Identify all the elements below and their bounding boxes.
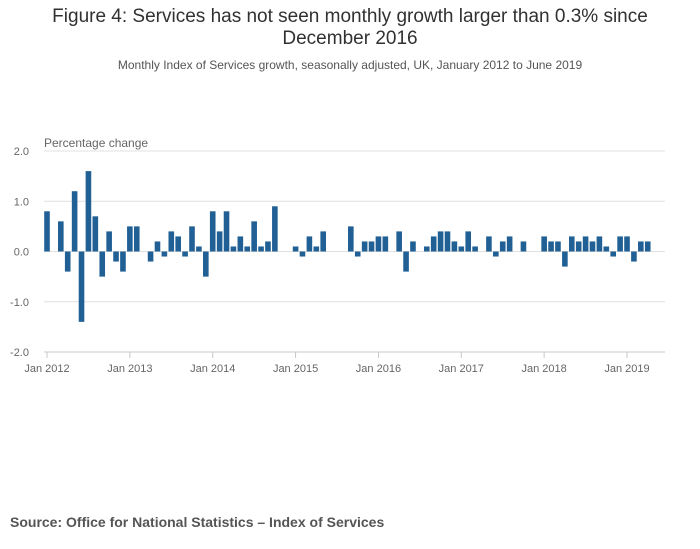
bar: Aug 2012: 0.7 xyxy=(92,216,99,252)
x-tick-label: Jan 2015 xyxy=(273,363,318,375)
chart-title: Figure 4: Services has not seen monthly … xyxy=(52,6,648,49)
bar: Jul 2012: 1.6 xyxy=(85,171,92,252)
bar: Jan 2019: 0.3 xyxy=(624,236,630,252)
bar: Feb 2017: 0.4 xyxy=(465,231,472,252)
bar: Jul 2013: 0.4 xyxy=(168,231,175,252)
x-tick-label: Jan 2019 xyxy=(604,363,649,375)
bar: Apr 2019: 0.2 xyxy=(644,241,651,252)
bar: Feb 2015: -0.1 xyxy=(299,251,306,257)
bar: Jul 2014: 0.6 xyxy=(251,221,257,252)
bar: Dec 2013: -0.5 xyxy=(203,251,209,277)
bar: Jun 2014: 0.1 xyxy=(244,246,251,252)
bar: Apr 2012: -0.4 xyxy=(64,251,71,272)
bar: Nov 2013: 0.1 xyxy=(196,246,202,252)
bar: May 2018: 0.3 xyxy=(568,236,575,252)
bar: Aug 2018: 0.2 xyxy=(589,241,596,252)
bar: Nov 2016: 0.4 xyxy=(444,231,451,252)
bar: Nov 2012: -0.2 xyxy=(113,251,119,262)
bar: Mar 2014: 0.8 xyxy=(223,211,230,252)
bar: Aug 2016: 0.1 xyxy=(423,246,430,252)
bar: Aug 2013: 0.3 xyxy=(175,236,181,252)
bar: Feb 2016: 0.3 xyxy=(382,236,389,252)
bar: Jul 2018: 0.3 xyxy=(582,236,589,252)
bar: Sep 2013: -0.1 xyxy=(182,251,188,257)
bar: Jun 2017: -0.1 xyxy=(493,251,499,257)
bar: May 2014: 0.3 xyxy=(237,236,244,252)
bar: Feb 2013: 0.5 xyxy=(133,226,140,252)
y-tick-label: -2.0 xyxy=(10,347,29,359)
bar: Mar 2019: 0.2 xyxy=(638,241,644,252)
x-tick-label: Jan 2017 xyxy=(439,363,484,375)
bar: Jul 2017: 0.2 xyxy=(499,241,506,252)
y-tick-label: 2.0 xyxy=(14,146,29,158)
bar: May 2013: 0.2 xyxy=(154,241,161,252)
bar: Apr 2018: -0.3 xyxy=(562,251,568,267)
bar: May 2017: 0.3 xyxy=(486,236,492,252)
bar: Apr 2013: -0.2 xyxy=(147,251,154,262)
bar: Feb 2019: -0.2 xyxy=(631,251,637,262)
chart-subtitle: Monthly Index of Services growth, season… xyxy=(117,58,583,72)
x-tick-label: Jan 2014 xyxy=(190,363,235,375)
bar: Mar 2015: 0.3 xyxy=(306,236,313,252)
bar: Apr 2016: 0.4 xyxy=(396,231,402,252)
bar: Aug 2014: 0.1 xyxy=(258,246,264,252)
y-tick-label: 0.0 xyxy=(14,247,29,259)
bar: Feb 2018: 0.2 xyxy=(548,241,554,252)
bar: Jun 2018: 0.2 xyxy=(575,241,582,252)
bar: Sep 2012: -0.5 xyxy=(99,251,106,277)
bar: Dec 2015: 0.2 xyxy=(368,241,375,252)
y-tick-label: 1.0 xyxy=(14,196,29,208)
bar: Jun 2012: -1.4 xyxy=(78,251,85,322)
bar: Sep 2014: 0.2 xyxy=(265,241,271,252)
bar: Jan 2012: 0.8 xyxy=(44,211,50,252)
bar: Apr 2015: 0.1 xyxy=(313,246,320,252)
bar: May 2015: 0.4 xyxy=(320,231,326,252)
bar: Jan 2015: 0.1 xyxy=(292,246,299,252)
bar: Sep 2016: 0.3 xyxy=(430,236,437,252)
bar: Nov 2018: -0.1 xyxy=(610,251,617,257)
bar: Jan 2018: 0.3 xyxy=(541,236,547,252)
bar: Apr 2014: 0.1 xyxy=(230,246,237,252)
bar: May 2016: -0.4 xyxy=(403,251,409,272)
bar: Jan 2014: 0.8 xyxy=(209,211,216,252)
x-tick-label: Jan 2016 xyxy=(356,363,401,375)
bar: Aug 2017: 0.3 xyxy=(506,236,513,252)
bar: Oct 2018: 0.1 xyxy=(603,246,610,252)
bar: Jun 2016: 0.2 xyxy=(410,241,416,252)
bar: Jan 2017: 0.1 xyxy=(458,246,465,252)
x-tick-label: Jan 2013 xyxy=(107,363,152,375)
bar: Sep 2018: 0.3 xyxy=(596,236,603,252)
bar: Oct 2014: 0.9 xyxy=(272,206,278,252)
bar: Dec 2016: 0.2 xyxy=(451,241,458,252)
bar: Oct 2016: 0.4 xyxy=(437,231,444,252)
bar: Oct 2013: 0.5 xyxy=(189,226,195,252)
bar: Dec 2018: 0.3 xyxy=(617,236,623,252)
bar: May 2012: 1.2 xyxy=(71,191,78,252)
bar: Dec 2012: -0.4 xyxy=(120,251,126,272)
x-tick-label: Jan 2018 xyxy=(522,363,567,375)
bar: Oct 2012: 0.4 xyxy=(106,231,112,252)
bar: Feb 2014: 0.4 xyxy=(216,231,223,252)
bar: Mar 2012: 0.6 xyxy=(58,221,64,252)
bar: Mar 2018: 0.2 xyxy=(555,241,561,252)
bar: Jan 2016: 0.3 xyxy=(375,236,382,252)
y-tick-label: -1.0 xyxy=(10,297,29,309)
bar: Nov 2015: 0.2 xyxy=(361,241,368,252)
bar: Oct 2015: -0.1 xyxy=(354,251,361,257)
bar: Jun 2013: -0.1 xyxy=(161,251,168,257)
bar: Sep 2015: 0.5 xyxy=(348,226,354,252)
bar: Oct 2017: 0.2 xyxy=(520,241,527,252)
bar: Mar 2017: 0.1 xyxy=(472,246,478,252)
source-note: Source: Office for National Statistics –… xyxy=(10,514,385,530)
x-tick-label: Jan 2012 xyxy=(24,363,69,375)
y-axis-label: Percentage change xyxy=(44,136,148,150)
bar: Jan 2013: 0.5 xyxy=(127,226,133,252)
